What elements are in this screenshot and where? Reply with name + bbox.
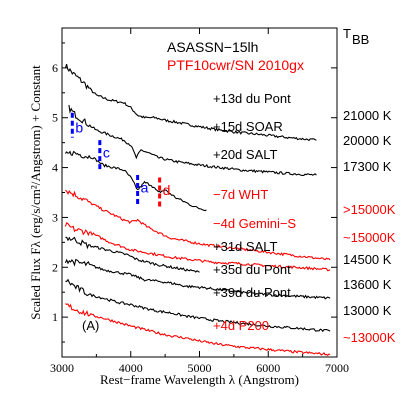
- series-label: −7d WHT: [213, 187, 268, 202]
- x-tick-label: 3000: [50, 361, 74, 375]
- y-tick-label: 3: [52, 210, 58, 224]
- temperature-label: 14500 K: [343, 252, 392, 267]
- series-line: [65, 303, 331, 357]
- marker-label: c: [103, 145, 110, 161]
- marker-label: b: [75, 120, 83, 136]
- y-axis-title: Scaled Flux Fλ (erg/s/cm²/Angstrom) + Co…: [28, 65, 43, 320]
- frame-group: 3000 4000 5000 6000 7000 1 2 3 4 5 6: [50, 27, 349, 375]
- series-label: +39d du Pont: [213, 285, 291, 300]
- temperature-label: 20000 K: [343, 133, 392, 148]
- series-line: [64, 63, 317, 142]
- series-line: [65, 278, 331, 333]
- marker-label: d: [163, 182, 171, 198]
- series-label: +13d du Pont: [213, 91, 291, 106]
- series-label: +4d P200: [213, 318, 269, 333]
- temperature-label: ~13000K: [343, 330, 396, 345]
- temperature-label: ~15000K: [343, 230, 396, 245]
- temperature-label: 13600 K: [343, 277, 392, 292]
- series-line: [68, 104, 317, 176]
- y-tick-label: 5: [52, 111, 58, 125]
- series-label: +35d du Pont: [213, 262, 291, 277]
- x-tick-label: 7000: [325, 361, 349, 375]
- x-tick-label: 6000: [256, 361, 280, 375]
- panel-label: (A): [82, 318, 99, 333]
- y-tick-label: 2: [52, 260, 58, 274]
- legend-entry: PTF10cwr/SN 2010gx: [167, 57, 304, 73]
- temperature-header: T: [343, 26, 351, 41]
- legend-entry: ASASSN−15lh: [167, 39, 258, 55]
- series-group: [64, 63, 331, 357]
- y-tick-label: 6: [52, 61, 58, 75]
- temperature-label: >15000K: [343, 202, 396, 217]
- series-label: +31d SALT: [213, 239, 278, 254]
- series-line: [64, 258, 331, 300]
- temperature-header-sub: BB: [352, 32, 369, 47]
- series-line: [65, 189, 331, 261]
- x-axis-title: Rest−frame Wavelength λ (Angstrom): [100, 372, 299, 387]
- plot-frame: [61, 27, 338, 358]
- series-label: +20d SALT: [213, 147, 278, 162]
- series-line: [64, 221, 331, 272]
- labels-group: +13d du Pont 21000 K +15d SOAR 20000 K +20d …: [28, 26, 396, 387]
- series-label: −4d Gemini−S: [213, 216, 296, 231]
- y-tick-label: 1: [52, 310, 58, 324]
- x-tick-label: 4000: [119, 361, 143, 375]
- temperature-label: 21000 K: [343, 108, 392, 123]
- temperature-label: 17300 K: [343, 159, 392, 174]
- markers-group: b c a d: [70, 112, 171, 208]
- temperature-label: 13000 K: [343, 303, 392, 318]
- series-label: +15d SOAR: [213, 119, 283, 134]
- series-line: [64, 150, 207, 212]
- series-line: [65, 236, 200, 273]
- marker-label: a: [141, 180, 149, 196]
- y-tick-label: 4: [52, 161, 58, 175]
- x-tick-label: 5000: [188, 361, 212, 375]
